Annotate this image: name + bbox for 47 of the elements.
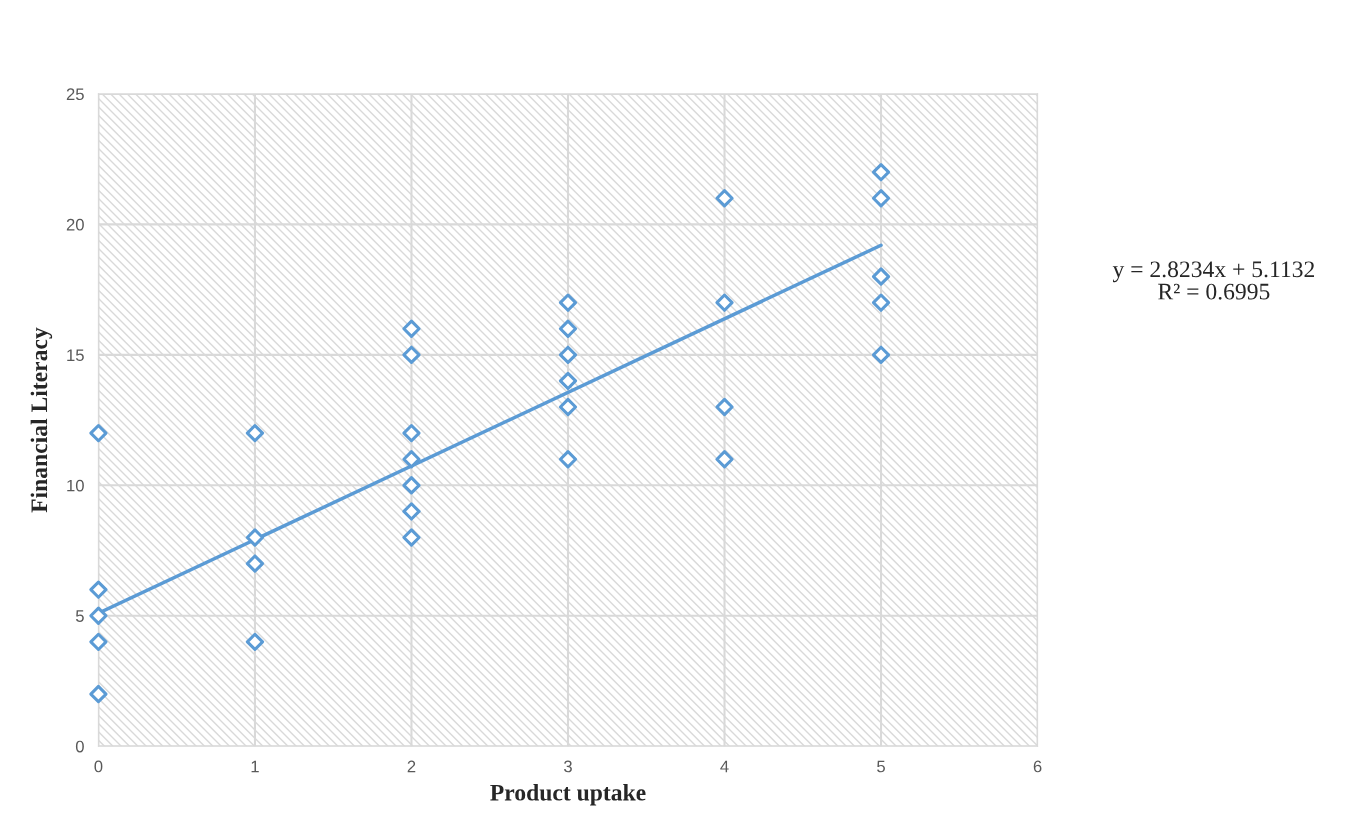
- y-tick-label: 15: [67, 349, 84, 362]
- point: [89, 580, 108, 599]
- x-tick-label: 0: [94, 760, 103, 773]
- point: [715, 293, 734, 312]
- point: [245, 423, 265, 443]
- point: [558, 450, 578, 469]
- point: [89, 632, 108, 651]
- point: [871, 189, 891, 208]
- x-axis-title: Product uptake: [490, 784, 646, 806]
- point: [715, 450, 734, 469]
- point: [715, 189, 734, 208]
- point: [89, 423, 108, 443]
- point: [402, 345, 421, 364]
- point: [402, 450, 421, 469]
- point: [558, 371, 578, 391]
- y-tick-label: 10: [67, 479, 84, 492]
- point: [871, 293, 891, 312]
- point: [89, 606, 108, 625]
- point: [558, 345, 578, 364]
- point: [245, 632, 265, 651]
- x-tick-label: 5: [877, 760, 885, 773]
- y-tick-label: 20: [66, 218, 84, 231]
- point: [402, 476, 421, 495]
- point: [402, 502, 421, 521]
- point: [89, 684, 108, 704]
- y-tick-label: 0: [75, 740, 84, 753]
- x-tick-label: 2: [407, 760, 416, 773]
- point: [871, 345, 891, 364]
- text: y = 2.8234x + 5.1132 R² = 0.6995: [1112, 261, 1315, 300]
- point: [245, 528, 265, 547]
- y-tick-label: 25: [66, 88, 84, 101]
- point: [871, 267, 891, 286]
- point: [558, 293, 578, 312]
- x-tick-label: 1: [251, 760, 259, 773]
- x-tick-label: 3: [563, 760, 572, 773]
- y-axis-title: Financial Literacy: [30, 327, 53, 513]
- point: [558, 397, 578, 417]
- point: [871, 163, 891, 182]
- x-tick-label: 4: [720, 760, 729, 773]
- point: [402, 319, 421, 338]
- y-tick-label: 5: [75, 610, 84, 622]
- point: [245, 554, 265, 573]
- point: [558, 319, 578, 338]
- point: [402, 528, 421, 547]
- point: [715, 397, 734, 417]
- x-tick-label: 6: [1033, 760, 1042, 773]
- point: [402, 423, 421, 443]
